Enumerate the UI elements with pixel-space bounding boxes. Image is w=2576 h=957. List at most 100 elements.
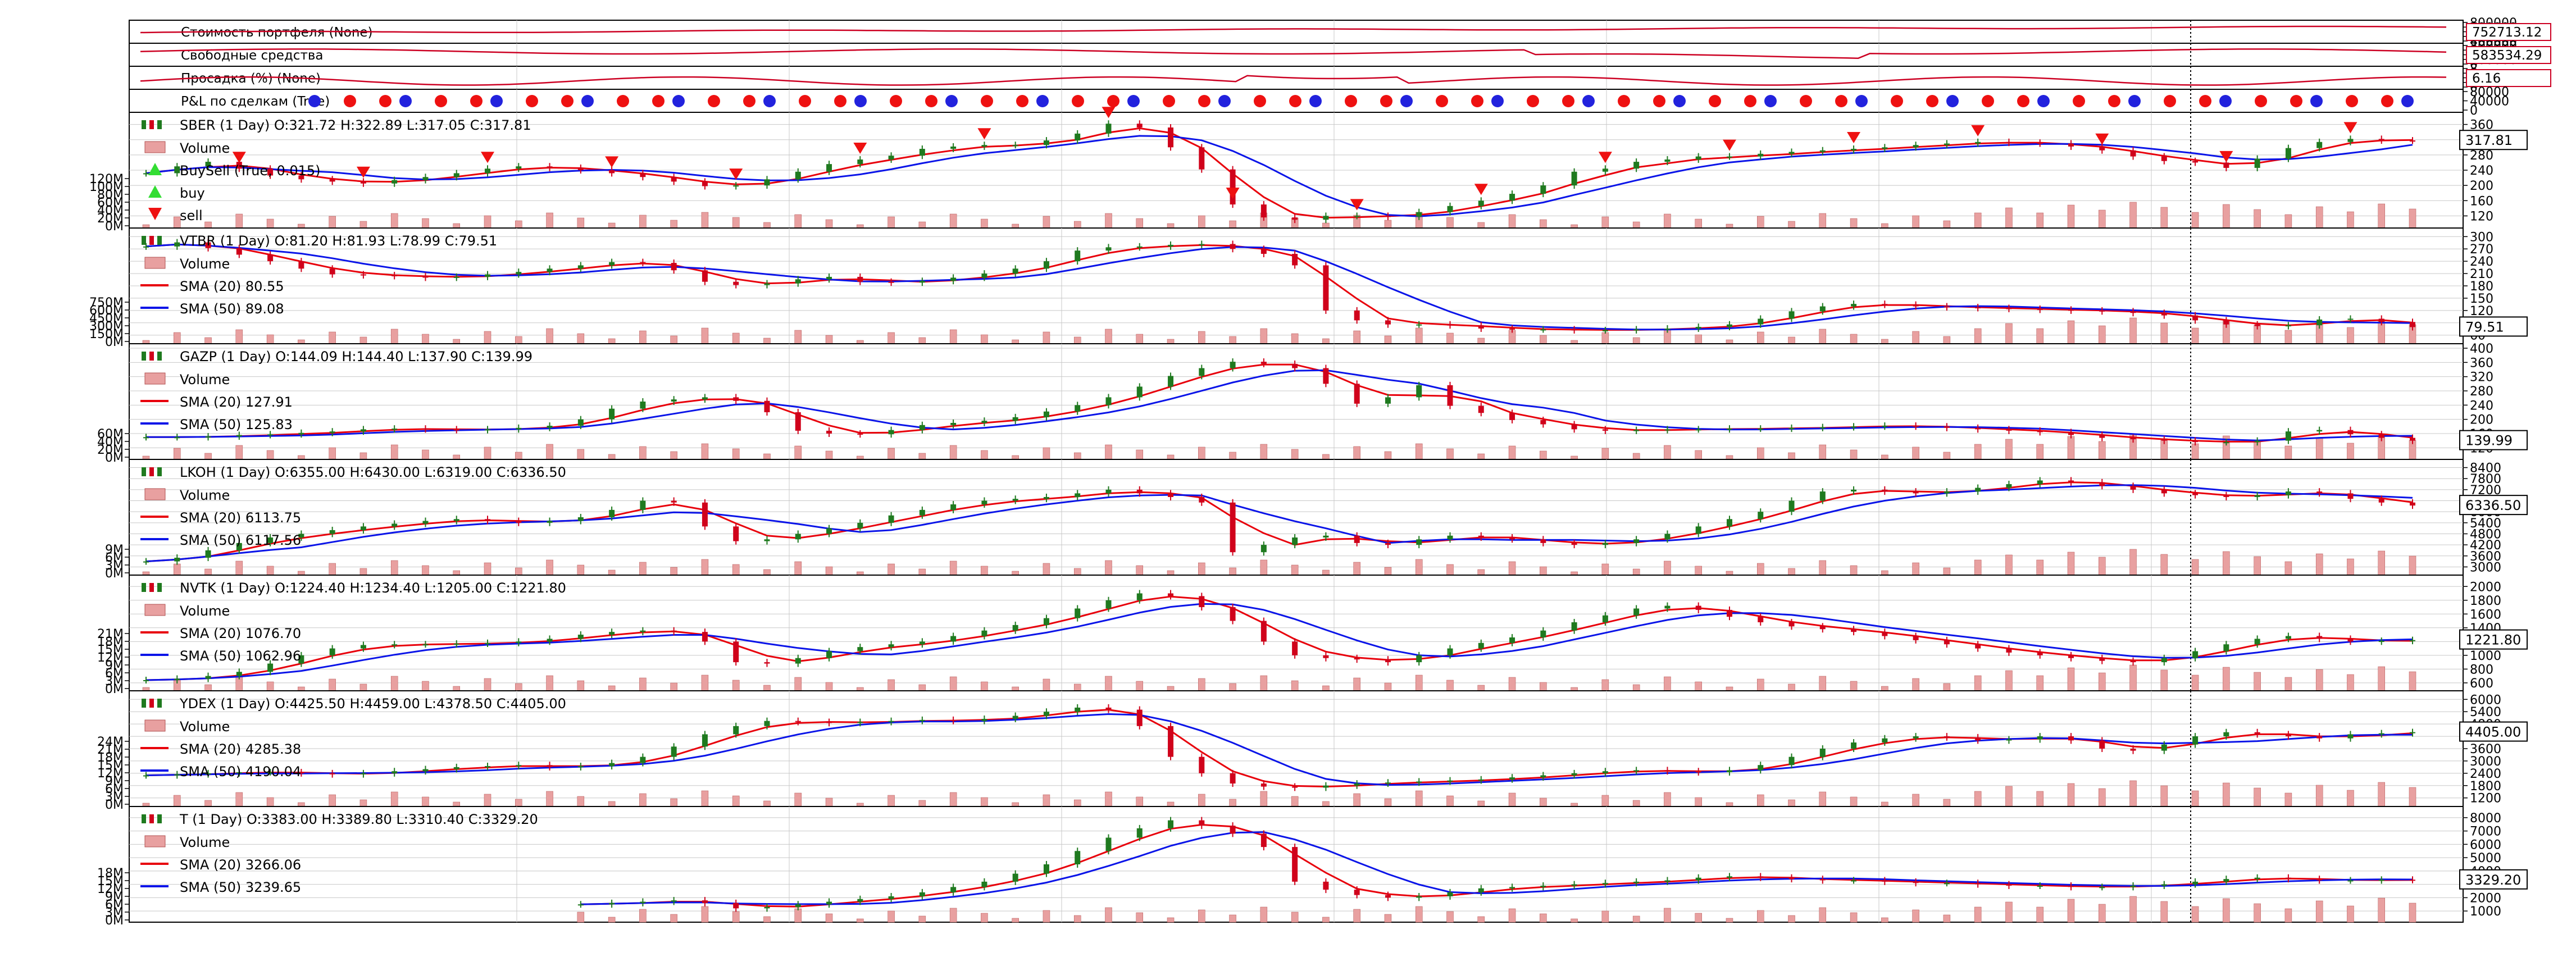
- volume-bar: [2223, 667, 2230, 691]
- volume-bar: [390, 213, 398, 229]
- tick-label: 40000: [2470, 95, 2509, 109]
- candle-body: [888, 896, 894, 899]
- candle-body: [826, 651, 832, 658]
- tick-label: 240: [2470, 399, 2493, 413]
- candle-body: [1975, 307, 1981, 308]
- volume-bar: [1726, 224, 1733, 229]
- volume-bar: [2284, 445, 2292, 460]
- volume-bar: [546, 444, 553, 460]
- candle-body: [1136, 828, 1143, 838]
- volume-tick-label: 3M: [105, 559, 124, 573]
- candle-body: [2378, 318, 2384, 322]
- volume-bar: [2347, 674, 2354, 691]
- candle-body: [1540, 775, 1546, 778]
- candle-body: [1385, 659, 1391, 663]
- tick-label: 8000: [2470, 812, 2501, 826]
- candle-body: [1788, 877, 1795, 879]
- candle-body: [1447, 206, 1453, 212]
- volume-bar: [1788, 336, 1795, 344]
- volume-bar: [670, 567, 677, 576]
- candle-body: [1882, 147, 1888, 149]
- pane-title: YDEX (1 Day) O:4425.50 H:4459.00 L:4378.…: [179, 696, 566, 712]
- candle-body: [1292, 363, 1298, 368]
- last-price-box: [2459, 316, 2528, 337]
- candle-body: [1882, 426, 1888, 427]
- legend-label: SMA (20) 1076.70: [180, 626, 301, 641]
- candle-body: [981, 274, 987, 278]
- candle-body: [1602, 168, 1608, 172]
- candle-body: [764, 539, 770, 541]
- tick-label: 2000: [2470, 891, 2501, 905]
- candle-body: [2037, 736, 2043, 740]
- volume-bar: [2160, 901, 2168, 923]
- volume-bar: [1229, 683, 1236, 691]
- volume-bar: [888, 910, 895, 923]
- volume-bar: [1073, 568, 1081, 576]
- instrument-pane: 40036032028024020016012060M40M20M0MGAZP …: [97, 342, 2528, 465]
- volume-bar: [918, 684, 926, 691]
- pane-title: SBER (1 Day) O:321.72 H:322.89 L:317.05 …: [180, 117, 531, 133]
- candle-body: [2254, 732, 2260, 735]
- volume-bar: [1229, 336, 1236, 344]
- candle-body: [2316, 319, 2323, 326]
- volume-bar: [1912, 794, 1919, 807]
- candle-body: [764, 400, 770, 412]
- candle-body: [1851, 426, 1857, 428]
- volume-bar: [577, 680, 585, 691]
- candle-body: [640, 262, 646, 263]
- pnl-loss-dot: [708, 95, 720, 107]
- candle-body: [2099, 435, 2105, 438]
- candle-body: [267, 168, 274, 176]
- volume-bar: [2067, 667, 2075, 691]
- candle-body: [329, 268, 335, 275]
- candle-body: [2285, 148, 2291, 159]
- volume-bar: [1446, 680, 1454, 691]
- candle-body: [764, 907, 770, 909]
- volume-bar: [2347, 211, 2354, 229]
- volume-bar: [298, 686, 305, 691]
- candle-body: [795, 412, 801, 431]
- volume-bar: [2409, 555, 2416, 576]
- candle-body: [1478, 779, 1484, 781]
- candle-body: [2068, 655, 2074, 658]
- volume-bar: [763, 800, 771, 807]
- volume-bar: [329, 331, 336, 344]
- volume-bar: [359, 799, 367, 807]
- pnl-win-dot: [399, 95, 412, 107]
- candle-body: [1075, 851, 1081, 864]
- candle-body: [1354, 783, 1360, 786]
- sell-marker: [1474, 184, 1488, 195]
- candle-body: [1075, 707, 1081, 712]
- volume-bar: [1105, 444, 1112, 460]
- volume-bar: [1540, 798, 1547, 807]
- last-price-box: [2459, 869, 2528, 890]
- sell-marker: [232, 152, 246, 163]
- volume-bar: [1601, 448, 1609, 460]
- candle-body: [2006, 308, 2012, 309]
- candle-body: [174, 678, 180, 680]
- value-label: 583534.29: [2472, 48, 2542, 63]
- volume-bar: [794, 214, 802, 229]
- volume-bar: [422, 218, 429, 229]
- candle-body: [1230, 244, 1236, 249]
- candle-body: [1199, 757, 1205, 773]
- pnl-loss-dot: [1618, 95, 1630, 107]
- candle-body: [764, 179, 770, 186]
- candle-body: [1199, 496, 1205, 503]
- candle-body: [1695, 156, 1701, 160]
- candle-body: [1105, 600, 1112, 609]
- candle-body: [1509, 194, 1515, 201]
- candle-body: [733, 903, 739, 909]
- volume-bar: [1601, 910, 1609, 923]
- volume-bar: [608, 222, 616, 229]
- candle-body: [1571, 884, 1577, 886]
- volume-bar: [1384, 798, 1392, 807]
- volume-bar: [484, 331, 491, 344]
- candle-body: [1075, 250, 1081, 262]
- candle-body: [1075, 133, 1081, 141]
- volume-tick-label: 100M: [89, 180, 124, 194]
- candle-body: [1136, 246, 1143, 248]
- candle-body: [1540, 539, 1546, 543]
- volume-bar: [1105, 791, 1112, 807]
- sell-marker: [2343, 122, 2357, 134]
